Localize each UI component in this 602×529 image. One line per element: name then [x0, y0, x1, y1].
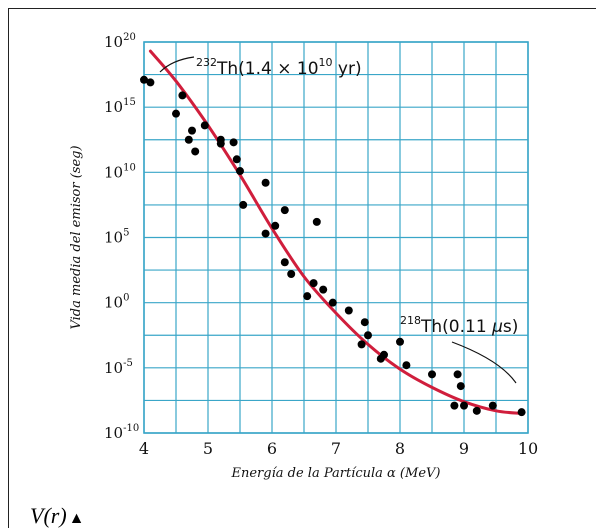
x-tick-labels: 4 5 6 7 8 9 10	[139, 439, 538, 458]
data-point	[380, 350, 388, 359]
data-point	[200, 121, 209, 130]
data-point	[402, 361, 411, 370]
y-tick-label: 105	[104, 228, 129, 247]
ann1-element: Th	[216, 59, 238, 79]
data-point	[239, 200, 248, 209]
grid-lines	[143, 41, 529, 434]
y-tick-base: 10	[104, 98, 123, 116]
y-tick-base: 10	[104, 163, 123, 181]
data-point	[280, 258, 289, 267]
y-tick-label: 100	[104, 293, 129, 312]
y-tick-exponent: 20	[123, 32, 136, 43]
data-point	[261, 178, 270, 187]
ann2-mu: μ	[491, 317, 503, 337]
data-point	[364, 331, 372, 340]
data-point	[488, 401, 497, 410]
ann1-isotope-number: 232	[196, 56, 217, 69]
data-point	[312, 217, 321, 226]
x-axis-label: Energía de la Partícula α (MeV)	[231, 466, 441, 481]
y-tick-label: 10-5	[104, 358, 133, 377]
y-tick-exponent: 0	[123, 293, 129, 304]
ann1-unit: yr)	[333, 59, 362, 79]
x-tick-label: 4	[139, 439, 149, 458]
y-axis-label: Vida media del emisor (seg)	[69, 145, 84, 329]
data-point	[191, 147, 200, 156]
data-point	[188, 126, 196, 135]
x-tick-label: 8	[395, 439, 405, 458]
ann2-isotope-number: 218	[400, 314, 421, 327]
data-point	[344, 306, 353, 315]
data-point	[360, 318, 369, 327]
data-point	[287, 269, 296, 278]
data-point	[319, 285, 328, 294]
y-tick-base: 10	[104, 229, 123, 247]
data-point	[146, 78, 155, 87]
data-point	[428, 370, 436, 379]
annotation-leader-th218	[451, 341, 517, 384]
plot-border	[143, 41, 529, 434]
data-point	[309, 279, 318, 288]
data-point	[456, 382, 465, 391]
y-tick-exponent: -5	[123, 358, 133, 369]
data-point	[184, 135, 193, 144]
x-tick-label: 7	[331, 439, 341, 458]
data-point	[453, 370, 462, 379]
y-tick-base: 10	[104, 424, 123, 442]
data-point	[328, 298, 337, 307]
up-arrow-icon: ▲	[68, 510, 85, 527]
data-point	[178, 91, 187, 100]
x-tick-label: 5	[203, 439, 213, 458]
ann2-value: (0.11	[442, 317, 492, 337]
data-point	[216, 135, 225, 144]
annotation-leader-th232	[159, 56, 195, 73]
data-point	[460, 401, 468, 410]
y-tick-exponent: 15	[123, 97, 136, 108]
y-tick-base: 10	[104, 294, 123, 312]
y-tick-base: 10	[104, 359, 123, 377]
y-tick-exponent: 5	[123, 228, 129, 239]
ann2-element: Th	[420, 317, 442, 337]
y-tick-exponent: -10	[123, 423, 139, 434]
data-point	[261, 229, 270, 238]
data-point	[450, 401, 459, 410]
annotation-th232: 232Th(1.4 × 1010 yr)	[196, 56, 362, 79]
formula-text: V(r)	[30, 503, 67, 528]
ann1-value: (1.4 × 10	[238, 59, 318, 79]
data-point	[472, 406, 481, 415]
data-point	[271, 221, 280, 230]
y-tick-label: 1015	[104, 97, 136, 116]
data-point	[229, 138, 238, 147]
ann1-exponent: 10	[319, 56, 333, 69]
data-point	[396, 337, 404, 346]
potential-formula: V(r) ▲	[30, 503, 85, 529]
data-point	[280, 206, 289, 215]
data-point	[303, 292, 312, 301]
y-tick-exponent: 10	[123, 162, 136, 173]
annotation-th218: 218Th(0.11 μs)	[400, 314, 518, 337]
data-point	[140, 75, 148, 84]
ann2-unit: s)	[503, 317, 519, 337]
data-point	[172, 109, 180, 118]
figure-frame	[8, 8, 596, 528]
data-point	[517, 408, 526, 417]
data-point	[232, 155, 241, 164]
data-points	[140, 75, 526, 417]
data-point	[357, 340, 366, 349]
x-tick-label: 10	[518, 439, 538, 458]
x-tick-label: 6	[267, 439, 277, 458]
y-tick-label: 1010	[104, 162, 136, 181]
y-tick-base: 10	[104, 33, 123, 51]
data-point	[236, 167, 244, 176]
x-tick-label: 9	[459, 439, 469, 458]
y-tick-label: 1020	[104, 32, 136, 51]
y-tick-label: 10-10	[104, 423, 139, 442]
